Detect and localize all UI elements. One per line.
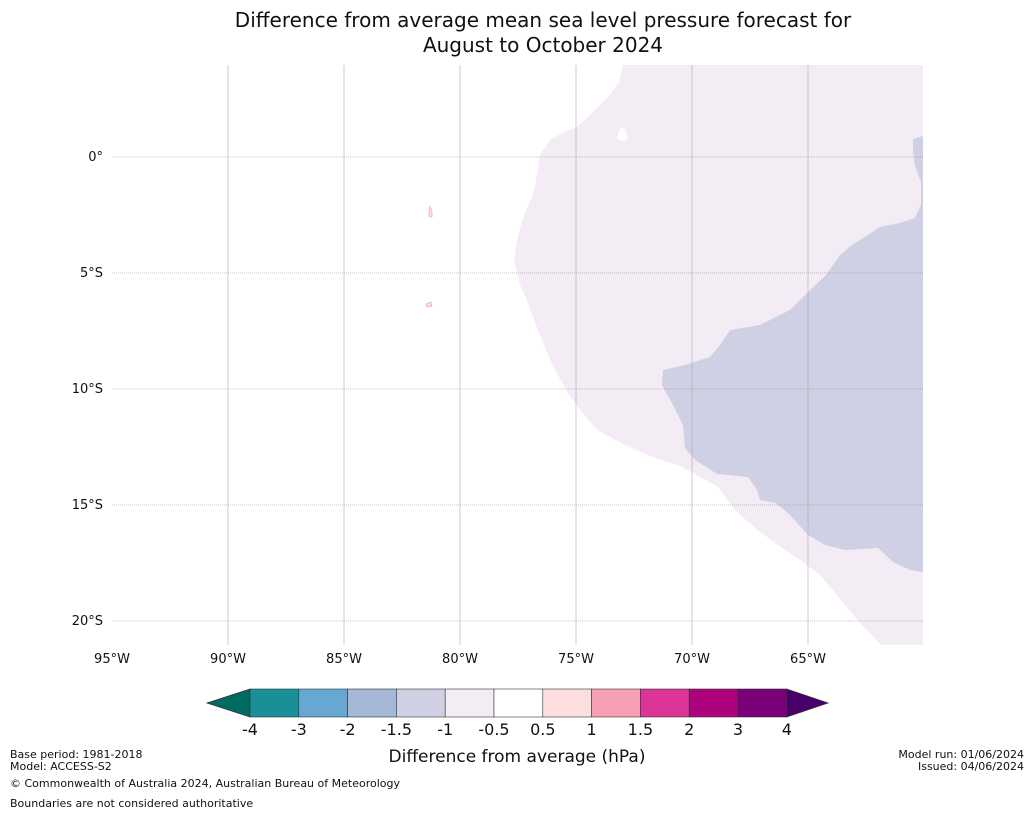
colorbar-tick-label: 0.5 [530,720,555,739]
colorbar-swatch [444,688,495,718]
latitude-label: 10°S [72,382,103,397]
copyright-text: © Commonwealth of Australia 2024, Austra… [10,777,400,790]
longitude-label: 80°W [442,652,478,667]
colorbar-swatch [249,688,300,718]
colorbar-swatch [396,688,446,718]
latitude-label: 0° [88,150,103,165]
map-title: Difference from average mean sea level p… [0,8,1035,58]
colorbar-swatch [640,688,690,718]
map-title-line-1: Difference from average mean sea level p… [234,8,852,32]
boundaries-disclaimer: Boundaries are not considered authoritat… [10,797,254,810]
colorbar-min-extension [205,688,251,718]
anomaly-region-mid [662,136,923,572]
galapagos-island-north [428,204,433,218]
colorbar-swatch [493,688,544,718]
colorbar-tick-label: -3 [291,720,307,739]
latitude-labels: 0° 5°S 10°S 15°S 20°S [72,150,103,629]
colorbar-swatch [298,688,348,718]
colorbar-tick-label: 4 [782,720,792,739]
colorbar-tick-label: -1.5 [381,720,412,739]
longitude-label: 90°W [210,652,246,667]
colorbar-tick-label: -0.5 [478,720,509,739]
colorbar-tick-label: -1 [437,720,453,739]
gridlines [112,65,923,645]
colorbar-max-extension [786,688,830,718]
longitude-labels: 95°W 90°W 85°W 80°W 75°W 70°W 65°W [94,652,826,667]
colorbar-title: Difference from average (hPa) [389,747,646,767]
map-title-line-2: August to October 2024 [422,33,664,57]
model-name-text: Model: ACCESS-S2 [10,760,112,773]
colorbar-tick-label: 1.5 [628,720,653,739]
latitude-label: 5°S [80,266,103,281]
colorbar-swatch [688,688,739,718]
colorbar-swatch [542,688,592,718]
latitude-label: 20°S [72,614,103,629]
colorbar-swatch [591,688,641,718]
longitude-label: 85°W [326,652,362,667]
colorbar-swatch [737,688,788,718]
colorbar-tick-label: -2 [340,720,356,739]
colorbar-tick-labels: -4 -3 -2 -1.5 -1 -0.5 0.5 1 1.5 2 3 4 [242,720,792,739]
colorbar-tick-label: 1 [587,720,597,739]
run-info: Model run: 01/06/2024 Issued: 04/06/2024 [898,749,1024,773]
longitude-label: 95°W [94,652,130,667]
colorbar-swatch [347,688,397,718]
galapagos-island-south [425,301,433,308]
colorbar-tick-label: -4 [242,720,258,739]
lake-titicaca-gap [617,127,628,141]
issued-date-text: Issued: 04/06/2024 [917,760,1024,773]
model-run-text: Model run: 01/06/2024 [898,748,1024,761]
longitude-label: 65°W [790,652,826,667]
longitude-label: 70°W [674,652,710,667]
latitude-label: 15°S [72,498,103,513]
longitude-label: 75°W [558,652,594,667]
colorbar-tick-label: 3 [733,720,743,739]
colorbar-swatches [205,688,830,718]
map-panel: 0° 5°S 10°S 15°S 20°S 95°W 90°W 85°W 80°W 75°W 70… [72,65,923,667]
colorbar-tick-label: 2 [684,720,694,739]
base-period-text: Base period: 1981-2018 [10,748,143,761]
model-info: Base period: 1981-2018 Model: ACCESS-S2 [10,749,142,773]
colorbar-legend: -4 -3 -2 -1.5 -1 -0.5 0.5 1 1.5 2 3 4 Difference fr… [205,688,830,767]
